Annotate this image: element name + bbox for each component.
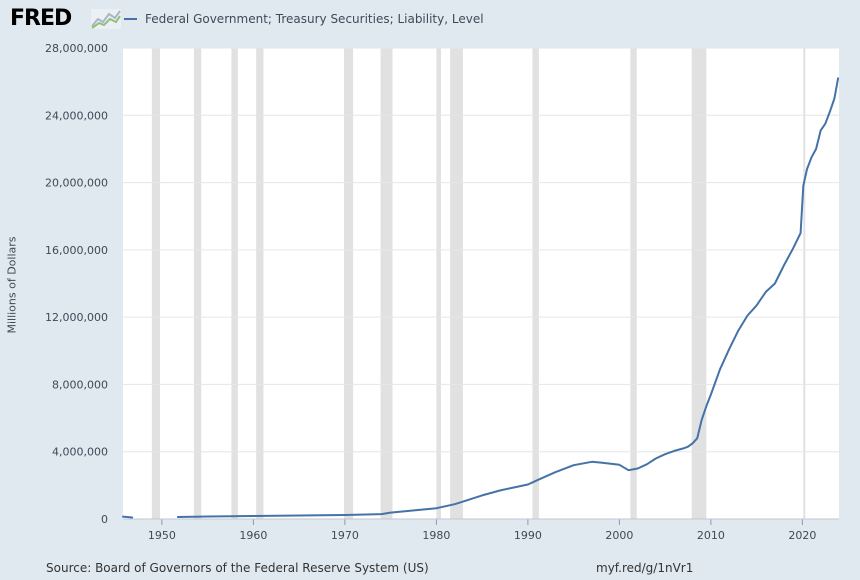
plot-area	[123, 48, 839, 519]
header: FRED Federal Government; Treasury Securi…	[0, 0, 860, 36]
y-tick-label: 8,000,000	[52, 378, 108, 391]
source-note: Source: Board of Governors of the Federa…	[46, 561, 429, 575]
short-url-link[interactable]: myf.red/g/1nVr1	[596, 561, 694, 575]
legend-swatch	[124, 18, 137, 20]
x-tick-label: 2000	[605, 529, 633, 542]
series-line	[122, 515, 134, 519]
y-tick-label: 4,000,000	[52, 446, 108, 459]
recession-band	[630, 48, 637, 519]
recession-band	[256, 48, 264, 519]
series-line	[176, 77, 840, 518]
recession-band	[691, 48, 707, 519]
x-tick-label: 1990	[514, 529, 542, 542]
y-tick-label: 0	[101, 513, 108, 526]
x-tick-label: 2020	[788, 529, 816, 542]
fred-logo-text: FRED	[10, 6, 72, 31]
recession-band	[436, 48, 441, 519]
fred-logo[interactable]: FRED	[10, 6, 121, 32]
recession-band	[532, 48, 539, 519]
recession-band	[450, 48, 463, 519]
recession-band	[803, 48, 806, 519]
x-tick-label: 1960	[239, 529, 267, 542]
x-tick-label: 1980	[422, 529, 450, 542]
y-tick-label: 24,000,000	[45, 109, 108, 122]
x-tick-label: 1970	[331, 529, 359, 542]
recession-band	[231, 48, 238, 519]
y-axis-label: Millions of Dollars	[5, 236, 19, 334]
recession-band	[380, 48, 393, 519]
y-tick-label: 28,000,000	[45, 42, 108, 55]
x-tick-label: 1950	[148, 529, 176, 542]
recession-band	[193, 48, 202, 519]
y-tick-label: 12,000,000	[45, 311, 108, 324]
fred-chart-icon	[91, 9, 121, 29]
y-tick-label: 16,000,000	[45, 244, 108, 257]
x-tick-label: 2010	[697, 529, 725, 542]
y-tick-label: 20,000,000	[45, 177, 108, 190]
legend-label: Federal Government; Treasury Securities;…	[145, 12, 484, 26]
recession-band	[151, 48, 161, 519]
recession-band	[343, 48, 354, 519]
line-chart[interactable]: 0 4,000,000 8,000,000 12,000,000 16,000,000 2…	[0, 0, 860, 560]
